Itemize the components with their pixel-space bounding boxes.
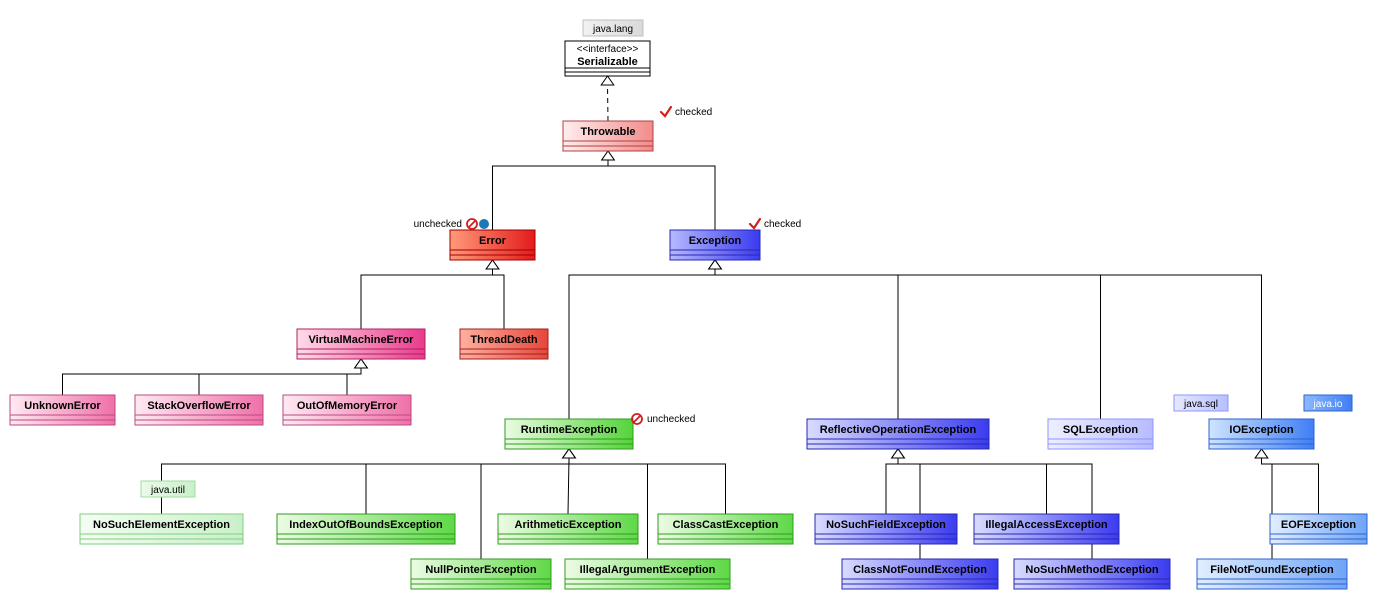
class-name-label: Exception: [689, 235, 742, 247]
edge-sqlexc-to-exception: [715, 269, 1101, 419]
edge-runtime-to-exception: [569, 269, 715, 419]
arrowhead-filenotfound-to-ioexc: [1255, 449, 1268, 458]
edge-layer: [63, 76, 1319, 559]
class-name-label: IllegalAccessException: [985, 519, 1108, 531]
uml-diagram: <<interface>>Serializable Throwable Error E…: [0, 0, 1377, 597]
edge-eofexc-to-ioexc: [1262, 458, 1319, 514]
uml-class-eofexc: EOFException: [1270, 514, 1367, 544]
class-name-label: EOFException: [1281, 519, 1356, 531]
edge-exception-to-throwable: [608, 160, 715, 230]
class-name-label: StackOverflowError: [147, 400, 251, 412]
uml-class-indexoob: IndexOutOfBoundsException: [277, 514, 455, 544]
class-name-label: VirtualMachineError: [309, 334, 415, 346]
class-name-label: UnknownError: [24, 400, 101, 412]
edge-arith-to-runtime: [568, 458, 569, 514]
class-name-label: ClassCastException: [673, 519, 779, 531]
arrowhead-threaddeath-to-error: [486, 260, 499, 269]
node-layer: <<interface>>Serializable Throwable Error E…: [10, 41, 1367, 589]
class-name-label: NoSuchMethodException: [1025, 564, 1159, 576]
uml-class-nullptr: NullPointerException: [411, 559, 551, 589]
uml-class-exception: Exception: [670, 230, 760, 260]
uml-class-serializable: <<interface>>Serializable: [565, 41, 650, 76]
uml-class-sqlexc: SQLException: [1048, 419, 1153, 449]
class-name-label: OutOfMemoryError: [297, 400, 398, 412]
uml-class-illegalarg: IllegalArgumentException: [565, 559, 730, 589]
package-label: java.io: [1313, 399, 1343, 410]
uml-class-throwable: Throwable: [563, 121, 653, 151]
edge-error-to-throwable: [493, 160, 609, 230]
class-name-label: NullPointerException: [425, 564, 537, 576]
edge-nosuchelem-to-runtime: [162, 458, 570, 514]
package-label: java.util: [150, 485, 185, 496]
uml-class-runtime: RuntimeException: [505, 419, 633, 449]
check-icon: [750, 219, 760, 228]
pkg-java-io: java.io: [1304, 395, 1352, 411]
uml-class-nosuchelem: NoSuchElementException: [80, 514, 243, 544]
annot-throwable-checked: checked: [661, 107, 712, 118]
edge-nosuchfield-to-reflect: [886, 458, 898, 514]
annot-exception-checked: checked: [750, 219, 801, 230]
uml-class-unknownerror: UnknownError: [10, 395, 115, 425]
uml-class-illegalaccess: IllegalAccessException: [974, 514, 1119, 544]
class-name-label: ReflectiveOperationException: [820, 424, 977, 436]
annotation-label: checked: [675, 107, 712, 118]
arrowhead-oom-to-vmerror: [355, 359, 368, 368]
pkg-java-sql: java.sql: [1174, 395, 1228, 411]
dot-icon: [479, 219, 489, 229]
uml-class-nosuchmethod: NoSuchMethodException: [1014, 559, 1170, 589]
arrowhead-nosuchmethod-to-reflect: [892, 449, 905, 458]
class-name-label: IllegalArgumentException: [580, 564, 716, 576]
stereotype-label: <<interface>>: [577, 44, 639, 55]
uml-class-reflect: ReflectiveOperationException: [807, 419, 989, 449]
annot-runtime-unchecked: unchecked: [632, 414, 695, 425]
edge-indexoob-to-runtime: [366, 458, 569, 514]
class-name-label: IOException: [1229, 424, 1293, 436]
edge-reflect-to-exception: [715, 269, 898, 419]
arrowhead-illegalarg-to-runtime: [563, 449, 576, 458]
uml-class-oom: OutOfMemoryError: [283, 395, 411, 425]
class-name-label: Throwable: [580, 126, 635, 138]
check-icon: [661, 107, 671, 116]
uml-class-arith: ArithmeticException: [498, 514, 638, 544]
edge-threaddeath-to-error: [493, 269, 505, 329]
class-name-label: ThreadDeath: [470, 334, 538, 346]
uml-class-filenotfound: FileNotFoundException: [1197, 559, 1347, 589]
uml-class-stackoverflow: StackOverflowError: [135, 395, 263, 425]
edge-vmerror-to-error: [361, 269, 493, 329]
pkg-java-util: java.util: [141, 481, 195, 497]
class-name-label: ClassNotFoundException: [853, 564, 987, 576]
class-name-label: NoSuchFieldException: [826, 519, 946, 531]
uml-class-threaddeath: ThreadDeath: [460, 329, 548, 359]
annot-error-unchecked: unchecked: [414, 219, 489, 230]
uml-class-ioexc: IOException: [1209, 419, 1314, 449]
edge-stackoverflow-to-vmerror: [199, 368, 361, 395]
pkg-java-lang: java.lang: [583, 20, 643, 36]
annotation-label: unchecked: [647, 414, 695, 425]
class-name-label: NoSuchElementException: [93, 519, 230, 531]
class-name-label: RuntimeException: [521, 424, 618, 436]
class-name-label: Serializable: [577, 56, 638, 68]
package-label: java.sql: [1183, 399, 1218, 410]
class-name-label: IndexOutOfBoundsException: [289, 519, 443, 531]
edge-throwable-to-serializable: [608, 85, 609, 121]
class-name-label: FileNotFoundException: [1210, 564, 1334, 576]
arrowhead-ioexc-to-exception: [709, 260, 722, 269]
uml-class-nosuchfield: NoSuchFieldException: [815, 514, 957, 544]
edge-unknownerror-to-vmerror: [63, 368, 362, 395]
class-name-label: ArithmeticException: [515, 519, 622, 531]
arrowhead-throwable-to-serializable: [601, 76, 614, 85]
annotation-label: checked: [764, 219, 801, 230]
annotation-label: unchecked: [414, 219, 462, 230]
class-name-label: Error: [479, 235, 507, 247]
edge-oom-to-vmerror: [347, 368, 361, 395]
uml-class-error: Error: [450, 230, 535, 260]
package-label: java.lang: [592, 24, 633, 35]
arrowhead-exception-to-throwable: [602, 151, 615, 160]
class-name-label: SQLException: [1063, 424, 1138, 436]
uml-class-classcast: ClassCastException: [658, 514, 793, 544]
uml-class-vmerror: VirtualMachineError: [297, 329, 425, 359]
uml-class-classnotfound: ClassNotFoundException: [842, 559, 998, 589]
